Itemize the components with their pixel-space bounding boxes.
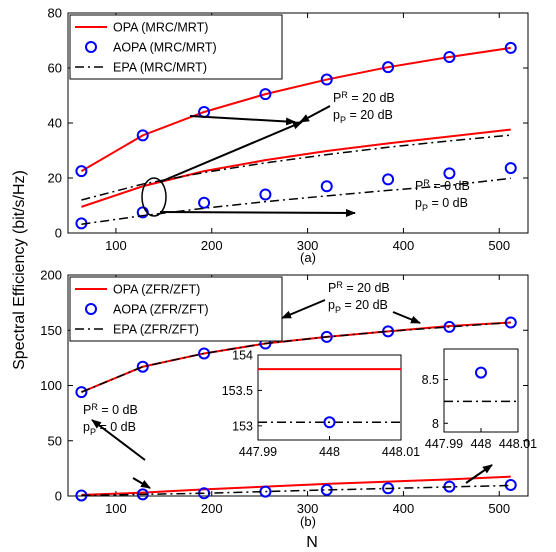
y-tick-label: 200: [40, 268, 62, 283]
inset-x-tick-label: 447.99: [239, 445, 277, 459]
data-point: [320, 73, 333, 86]
y-tick-label: 80: [48, 6, 62, 21]
inset-y-tick-label: 154: [232, 349, 253, 363]
annotation-arrow: [465, 464, 493, 484]
panel-a: 100 200 300 400 500 0 20 40 60 80 OPA (MRC/MRT) AOP…: [48, 6, 529, 253]
series-line: [81, 134, 511, 201]
legend-marker: [85, 303, 97, 315]
x-tick-label: 400: [393, 238, 415, 253]
legend-label: EPA (ZFR/ZFT): [113, 323, 199, 337]
annotation-arrow: [159, 121, 303, 183]
inset-y-tick-label: 8.5: [422, 373, 439, 387]
inset-x-tick-label: 448: [471, 437, 492, 451]
annotation-text: PR = 0 dB: [415, 178, 470, 193]
y-tick-label: 20: [48, 171, 62, 186]
data-point: [504, 41, 517, 54]
series-line: [81, 128, 511, 208]
annotation-text: pP = 0 dB: [415, 196, 468, 213]
annotation-text: pP = 20 dB: [328, 298, 388, 315]
inset-y-tick-label: 153: [232, 419, 253, 433]
x-tick-label: 200: [201, 238, 223, 253]
legend: [69, 14, 283, 80]
annotation-arrow: [392, 311, 421, 324]
data-point: [504, 162, 517, 175]
inset-aopa-point: [475, 366, 487, 379]
legend-label: AOPA (ZFR/ZFT): [113, 303, 209, 317]
y-tick-label: 40: [48, 116, 62, 131]
data-point: [443, 167, 456, 180]
x-axis-label: N: [306, 534, 318, 551]
series-line: [81, 177, 511, 225]
y-tick-label: 100: [40, 378, 62, 393]
data-point: [259, 188, 272, 201]
x-tick-label: 500: [488, 238, 510, 253]
inset-x-tick-label: 448.01: [499, 437, 537, 451]
y-tick-label: 0: [55, 226, 62, 241]
legend: [69, 276, 283, 342]
data-point: [382, 61, 395, 74]
legend-label: OPA (ZFR/ZFT): [113, 283, 200, 297]
annotation-arrow: [281, 299, 326, 319]
series-line: [81, 484, 511, 497]
annotation-text: pP = 20 dB: [333, 108, 393, 125]
data-point: [320, 180, 333, 193]
data-point: [136, 488, 149, 501]
data-point: [136, 129, 149, 142]
inset-y-tick-label: 153.5: [222, 384, 253, 398]
inset-x-tick-label: 447.99: [425, 437, 463, 451]
legend-label: OPA (MRC/MRT): [113, 21, 208, 35]
data-point: [198, 347, 211, 360]
legend-label: EPA (MRC/MRT): [113, 61, 207, 75]
panel-a-caption: (a): [300, 250, 316, 265]
annotation-text: PR = 20 dB: [333, 90, 395, 105]
y-tick-label: 150: [40, 323, 62, 338]
annotation-arrow: [91, 419, 146, 461]
data-point: [443, 51, 456, 63]
x-tick-label: 300: [297, 238, 319, 253]
panel-b-caption: (b): [300, 514, 316, 529]
legend-marker: [85, 41, 97, 53]
inset-x-tick-label: 448.01: [382, 445, 420, 459]
y-axis-label: Spectral Efficiency (bit/s/Hz): [11, 170, 28, 370]
annotation-arrow: [299, 105, 331, 123]
inset-y-tick-label: 8: [432, 417, 439, 431]
y-tick-label: 60: [48, 61, 62, 76]
annotation-arrow: [132, 477, 151, 489]
x-tick-label: 300: [297, 501, 319, 516]
data-point: [198, 196, 211, 209]
data-point: [136, 360, 149, 373]
x-tick-label: 500: [488, 501, 510, 516]
inset-aopa-point: [323, 416, 336, 429]
annotation-text: PR = 20 dB: [328, 280, 390, 295]
panel-b: 100 200 300 400 500 0 50 100 150 200 OPA (ZFR/ZFT)…: [40, 268, 537, 517]
x-tick-label: 400: [393, 501, 415, 516]
series-line: [81, 475, 511, 496]
annotation-ellipse: [141, 177, 167, 217]
x-tick-label: 100: [105, 238, 127, 253]
inset-plot: [443, 348, 519, 433]
y-tick-label: 0: [55, 489, 62, 504]
y-tick-label: 50: [48, 433, 62, 448]
data-point: [259, 88, 272, 101]
data-point: [75, 165, 88, 178]
x-tick-label: 100: [105, 501, 127, 516]
annotation-arrow: [159, 208, 356, 217]
x-tick-label: 200: [201, 501, 223, 516]
annotation-text: PR = 0 dB: [83, 402, 138, 417]
inset-x-tick-label: 448: [319, 445, 340, 459]
data-point: [75, 386, 88, 399]
annotation-arrow: [189, 115, 296, 126]
series-line: [80, 46, 511, 172]
data-point: [382, 173, 395, 186]
legend-label: AOPA (MRC/MRT): [113, 41, 217, 55]
series-line: [81, 321, 511, 393]
